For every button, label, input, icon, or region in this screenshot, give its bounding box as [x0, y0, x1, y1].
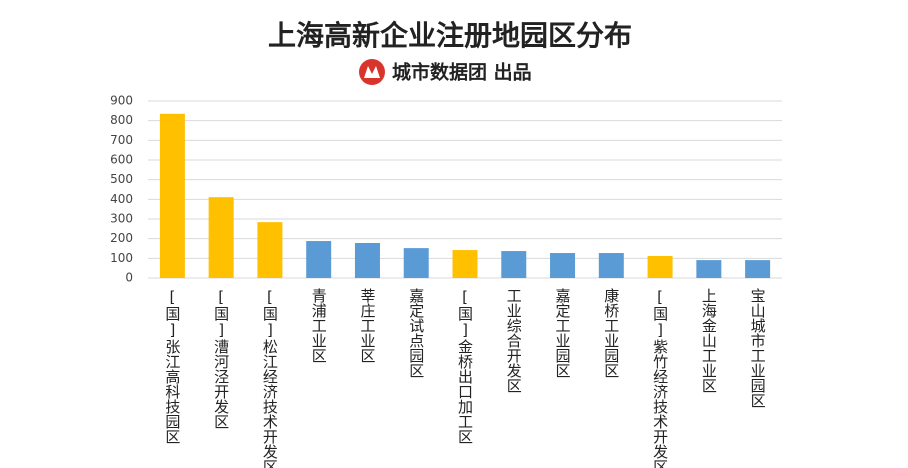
y-tick-label: 900: [110, 94, 133, 108]
x-tick-label: [国]张江高科技园区: [163, 288, 181, 444]
x-tick-label: 莘庄工业区: [358, 288, 376, 363]
x-tick-label: 宝山城市工业园区: [749, 288, 767, 408]
y-tick-label: 300: [110, 212, 133, 226]
bar: [306, 241, 332, 278]
bar: [696, 260, 722, 278]
x-tick-label: 工业综合开发区: [505, 288, 523, 393]
x-tick-label: 嘉定试点园区: [407, 288, 425, 378]
chart-title: 上海高新企业注册地园区分布: [268, 19, 632, 52]
bar: [501, 251, 527, 278]
bar: [647, 255, 673, 278]
logo: [359, 59, 385, 85]
x-tick-label: 康桥工业园区: [602, 288, 620, 378]
bar: [159, 113, 185, 279]
chart-subtitle: 城市数据团 出品: [392, 61, 532, 84]
y-tick-label: 400: [110, 192, 133, 206]
x-tick-label: [国]紫竹经济技术开发区: [651, 288, 669, 468]
bar: [745, 260, 771, 278]
bar: [550, 253, 576, 278]
bar: [208, 197, 234, 278]
bar: [403, 248, 429, 278]
y-tick-label: 0: [125, 271, 133, 285]
bar: [598, 253, 624, 278]
x-tick-label: [国]漕河泾开发区: [212, 288, 230, 429]
y-tick-label: 200: [110, 231, 133, 245]
bar: [452, 250, 478, 278]
y-tick-label: 100: [110, 251, 133, 265]
y-tick-label: 600: [110, 153, 133, 167]
x-tick-label: 上海金山工业区: [700, 288, 718, 393]
y-tick-label: 500: [110, 172, 133, 186]
bar: [257, 222, 283, 278]
y-tick-label: 800: [110, 113, 133, 127]
x-tick-label: 嘉定工业园区: [554, 288, 572, 378]
x-tick-label: [国]松江经济技术开发区: [261, 288, 279, 468]
y-tick-label: 700: [110, 133, 133, 147]
x-tick-label: 青浦工业区: [310, 288, 328, 363]
bar: [354, 242, 380, 278]
x-tick-label: [国]金桥出口加工区: [456, 288, 474, 444]
